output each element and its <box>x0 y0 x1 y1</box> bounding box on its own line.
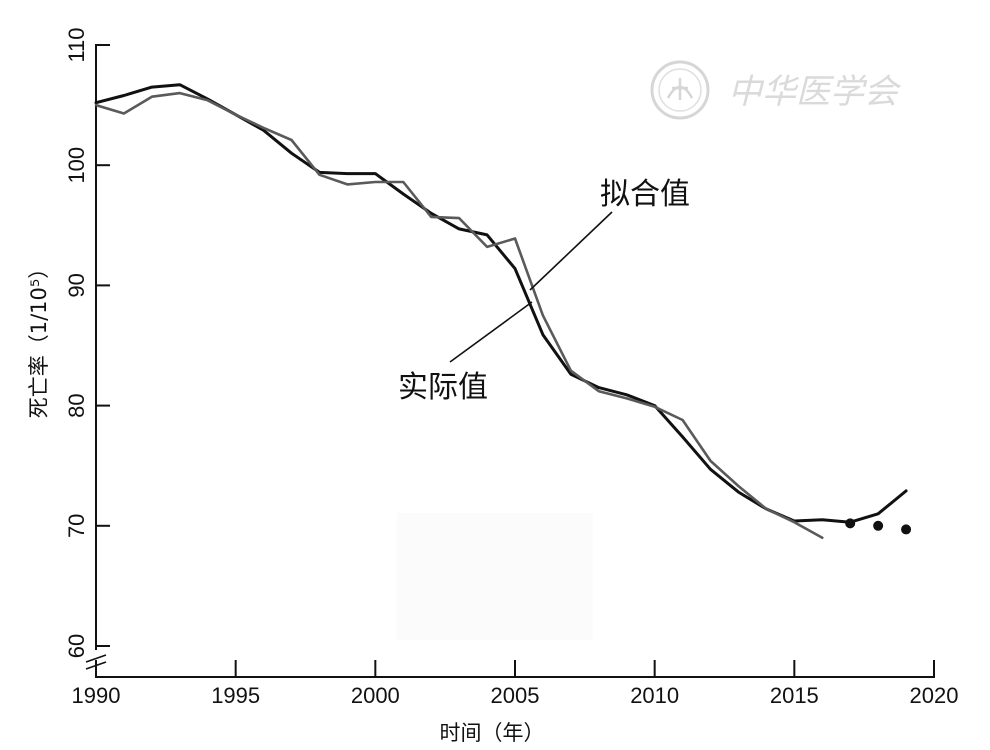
y-axis <box>85 44 107 677</box>
y-axis-title: 死亡率（1/10⁵） <box>27 258 51 419</box>
x-axis-title: 时间（年） <box>440 721 545 745</box>
watermark: 中华医学会 <box>650 60 902 120</box>
y-tick-label: 70 <box>64 514 89 538</box>
series-layer <box>94 83 912 540</box>
x-tick-label: 2000 <box>351 683 400 708</box>
x-ticks: 1990 1995 2000 2005 2010 2015 2020 <box>72 660 959 708</box>
x-tick-label: 2010 <box>630 683 679 708</box>
y-tick-label: 110 <box>64 27 89 62</box>
y-tick-label: 80 <box>64 393 89 417</box>
x-tick-label: 2020 <box>910 683 959 708</box>
data-point <box>873 520 884 531</box>
x-tick-label: 1995 <box>211 683 260 708</box>
x-tick-label: 1990 <box>72 683 121 708</box>
annotation-line-actual <box>449 301 533 363</box>
y-ticks: 60 70 80 90 100 110 <box>64 27 110 658</box>
series-line-fitted <box>94 91 824 540</box>
x-tick-label: 2005 <box>491 683 540 708</box>
annotation-actual: 实际值 <box>398 370 488 405</box>
data-point <box>901 524 912 535</box>
data-point <box>845 518 856 529</box>
background-patch <box>397 513 593 640</box>
watermark-seal-icon <box>650 60 710 120</box>
y-tick-label: 60 <box>64 634 89 658</box>
y-tick-label: 90 <box>64 273 89 297</box>
annotation-fitted: 拟合值 <box>600 177 690 212</box>
watermark-text: 中华医学会 <box>728 72 902 112</box>
annotation-line-fitted <box>529 211 613 291</box>
x-tick-label: 2015 <box>770 683 819 708</box>
series-line-actual <box>94 83 908 524</box>
y-tick-label: 100 <box>64 147 89 184</box>
